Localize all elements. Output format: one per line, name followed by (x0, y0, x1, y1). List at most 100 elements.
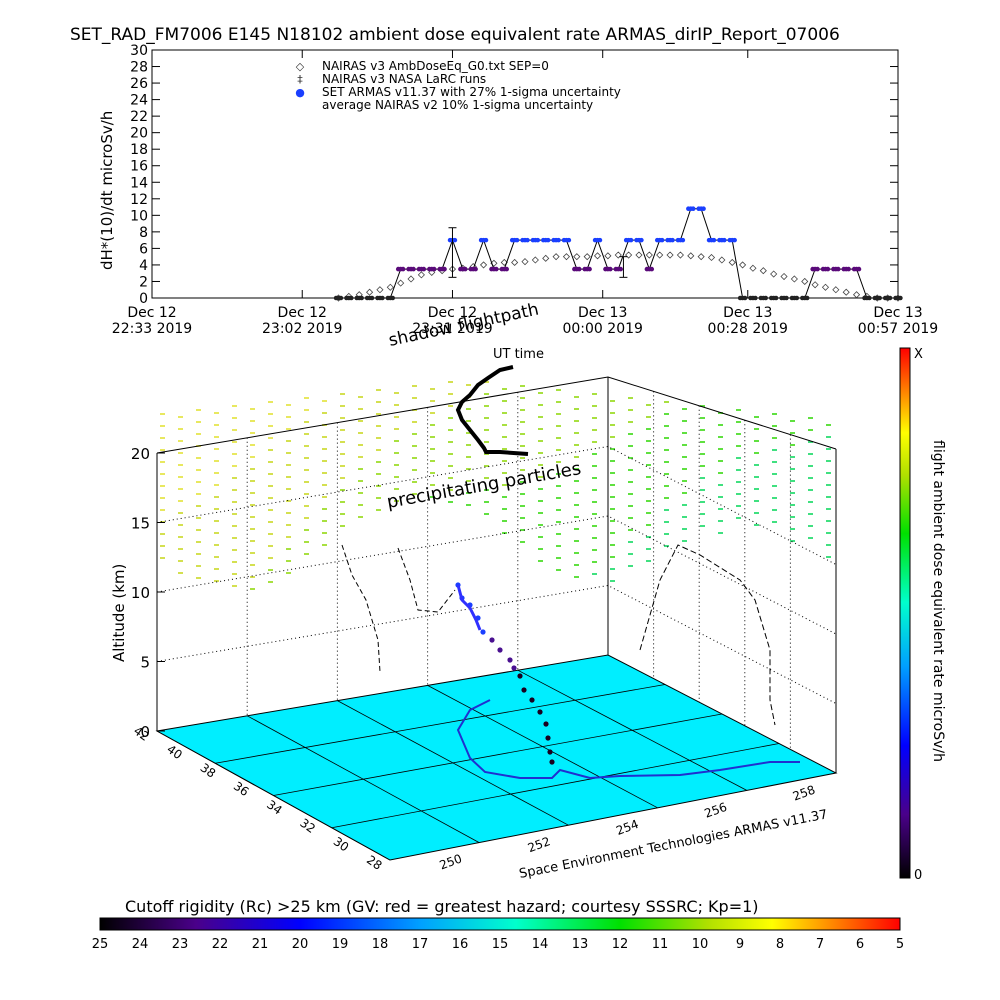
armas-point (535, 237, 541, 243)
flightpath-point (547, 749, 553, 755)
x-tick-label-time: 00:28 2019 (708, 321, 788, 337)
armas-point (452, 237, 458, 243)
nairas-diamond-point (511, 258, 519, 267)
armas-point (773, 295, 779, 301)
armas-point (442, 266, 447, 272)
rigidity-tick-label: 13 (572, 937, 589, 952)
armas-point (846, 266, 851, 272)
flightpath-point (521, 687, 527, 693)
armas-point (877, 295, 882, 301)
graticule-line (273, 713, 723, 796)
rigidity-tick-label: 8 (776, 937, 784, 952)
nairas-diamond-point (749, 264, 757, 272)
armas-point (338, 295, 344, 301)
nairas-diamond-point (635, 251, 643, 259)
armas-point (784, 295, 789, 301)
dose-colorbar-bottom-label: 0 (914, 868, 922, 883)
rigidity-tick-label: 20 (292, 937, 309, 952)
rigidity-map-floor (155, 654, 838, 861)
longitude-tick-label: 250 (438, 851, 464, 872)
nairas-diamond-point (386, 283, 394, 291)
nairas-diamond-point (790, 275, 798, 283)
longitude-tick-label: 254 (614, 817, 640, 838)
nairas-diamond-point (759, 267, 767, 275)
legend-symbol: ● (295, 86, 305, 99)
armas-point (587, 266, 592, 272)
wall-grid-line (156, 584, 837, 704)
y-tick-label: 18 (130, 142, 148, 158)
annotation-precipitating-particles: precipitating particles (385, 458, 582, 513)
armas-point (670, 237, 675, 243)
rigidity-tick-label: 24 (132, 937, 149, 952)
x-tick-label-time: 00:00 2019 (562, 321, 642, 337)
flightpath-high-segment (456, 584, 482, 631)
armas-point (390, 295, 396, 301)
nairas-diamond-point (428, 268, 436, 276)
armas-point (721, 237, 727, 243)
altitude-tick-label: 15 (131, 515, 150, 533)
armas-point (794, 295, 800, 301)
nairas-diamond-point (500, 258, 508, 267)
flightpath-point (537, 709, 543, 715)
x-tick-label-time: 00:57 2019 (858, 321, 938, 337)
altitude-tick-label: 0 (140, 723, 150, 741)
armas-point (473, 266, 478, 272)
legend-symbol: ‡ (297, 73, 303, 86)
wall-grid-line (156, 515, 837, 635)
left-wall-shadow-path-2 (397, 547, 456, 613)
nairas-diamond-point (562, 253, 571, 261)
armas-point (462, 266, 468, 272)
flightpath-point (529, 697, 535, 703)
nairas-diamond-point (687, 252, 695, 260)
nairas-diamond-point (614, 251, 622, 259)
nairas-diamond-point (552, 253, 560, 261)
nairas-diamond-point (676, 251, 684, 259)
nairas-diamond-point (542, 254, 550, 262)
x-tick-label-date: Dec 13 (723, 305, 772, 321)
y-tick-label: 20 (130, 126, 148, 142)
flightpath-point (489, 637, 495, 643)
armas-point (607, 266, 613, 272)
armas-point (628, 237, 634, 243)
armas-point (815, 266, 820, 272)
dose-colorbar: X 0 flight ambient dose equivalent rate … (899, 347, 946, 883)
nairas-diamond-point (666, 251, 674, 259)
annotation-ut-time: UT time (493, 347, 544, 362)
armas-point (887, 295, 893, 301)
rigidity-tick-label: 7 (816, 937, 824, 952)
armas-point (556, 237, 561, 243)
nairas-diamond-point (376, 286, 384, 294)
nairas-diamond-point (479, 261, 488, 269)
y-axis-label: dH*(10)/dt microSv/h (98, 111, 116, 270)
wall-grid-line (156, 445, 837, 565)
x-tick-label-date: Dec 12 (278, 305, 327, 321)
y-tick-label: 10 (130, 208, 148, 224)
y-tick-label: 4 (139, 258, 148, 274)
nairas-diamond-point (821, 283, 830, 291)
nairas-diamond-point (697, 253, 705, 261)
nairas-diamond-point (852, 291, 861, 299)
altitude-ticks: 0 5 10 15 20 (131, 445, 165, 741)
nairas-diamond-point (521, 258, 529, 266)
rigidity-tick-label: 25 (92, 937, 109, 952)
graticule-line (331, 743, 780, 829)
rigidity-tick-label: 17 (412, 937, 429, 952)
flightpath-point (507, 657, 513, 663)
right-wall-shadow-path (639, 544, 776, 726)
legend: ◇ NAIRAS v3 AmbDoseEq_G0.txt SEP=0 ‡ NAIRAS… (295, 59, 621, 112)
armas-series-line (338, 208, 898, 299)
nairas-diamond-point (780, 272, 788, 281)
rigidity-tick-label: 5 (896, 937, 904, 952)
armas-point (380, 295, 385, 301)
nairas-diamond-point (625, 251, 633, 259)
x-tick-label-date: Dec 13 (578, 305, 627, 321)
rigidity-tick-label: 23 (172, 937, 189, 952)
longitude-tick-label: 258 (791, 783, 817, 804)
dose-colorbar-label: flight ambient dose equivalent rate micr… (930, 440, 946, 762)
y-tick-label: 8 (139, 225, 148, 241)
nairas-diamond-point (832, 286, 840, 294)
nairas-diamond-point (593, 252, 602, 260)
flightpath-point (497, 647, 503, 653)
